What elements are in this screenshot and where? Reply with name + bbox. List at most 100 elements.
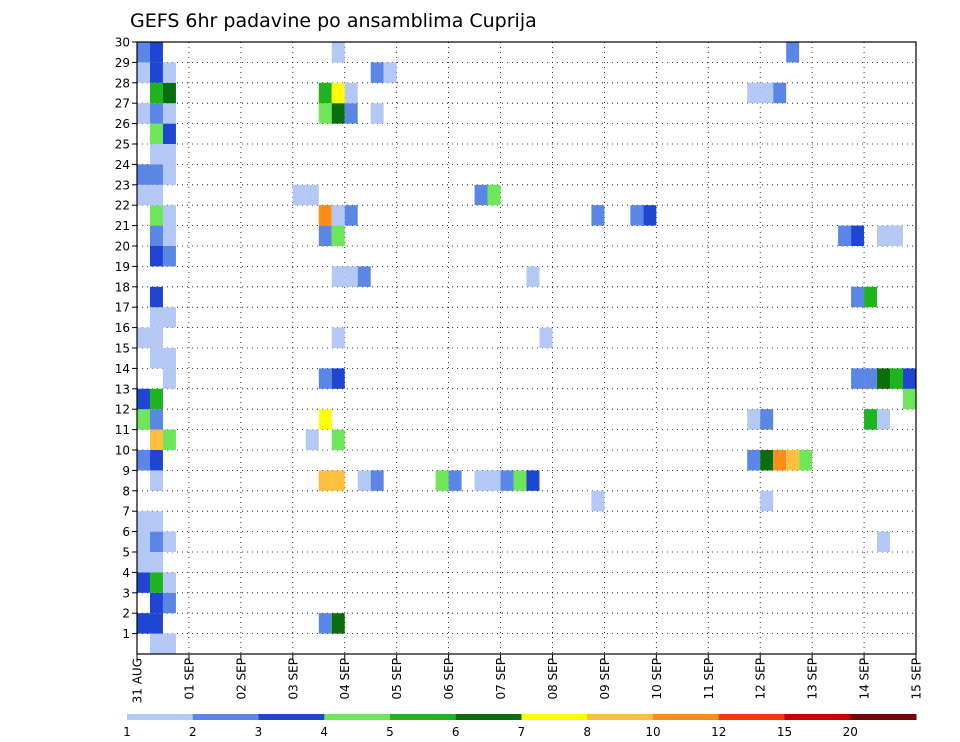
y-tick-label: 8 <box>122 484 130 498</box>
precip-cell <box>137 327 150 348</box>
precip-cell <box>331 103 345 124</box>
precip-cell <box>149 103 163 124</box>
precip-cell <box>149 429 163 450</box>
precip-cell <box>370 470 384 491</box>
colorbar-label: 12 <box>711 725 726 739</box>
y-tick-label: 25 <box>115 138 130 152</box>
precip-cell <box>851 286 865 308</box>
precip-cell <box>890 368 904 389</box>
colorbar-segment <box>455 714 522 720</box>
precip-cell <box>526 470 540 491</box>
colorbar-segment <box>390 714 457 720</box>
colorbar-segment <box>587 714 654 720</box>
precip-cell <box>877 531 891 552</box>
precip-cell <box>487 184 501 206</box>
precip-cell <box>149 246 163 267</box>
precip-cell <box>162 246 176 267</box>
precip-cell <box>318 368 332 389</box>
precip-cell <box>747 450 761 471</box>
x-tick-label: 07 SEP <box>494 658 508 700</box>
precip-cell <box>149 205 163 226</box>
precip-cell <box>149 450 163 471</box>
colorbar: 1 2 3 4 5 6 7 8 10 12 15 20 <box>123 714 917 739</box>
precip-cell <box>643 205 657 226</box>
colorbar-segment <box>653 714 720 720</box>
x-tick-label: 15 SEP <box>910 658 924 700</box>
precip-cell <box>877 225 891 246</box>
precip-cell <box>162 429 176 450</box>
precip-cell <box>149 225 163 246</box>
y-tick-label: 30 <box>115 36 130 50</box>
colorbar-label: 7 <box>518 725 526 739</box>
x-tick-label: 02 SEP <box>234 658 248 700</box>
precip-cell <box>149 633 163 654</box>
precip-cell <box>591 205 605 226</box>
plot-frame <box>136 41 917 655</box>
precip-cell <box>864 286 878 308</box>
precip-cell <box>500 470 514 491</box>
precip-cell <box>137 42 150 63</box>
precip-cell <box>149 164 163 185</box>
colorbar-label: 20 <box>843 725 858 739</box>
precip-cell <box>137 511 150 532</box>
precip-cell <box>162 225 176 246</box>
y-tick-label: 21 <box>115 219 130 233</box>
precip-cell <box>448 470 462 491</box>
precip-cell <box>773 450 787 471</box>
precip-cell <box>344 82 358 104</box>
y-tick-label: 19 <box>115 260 130 274</box>
precip-cell <box>331 266 345 287</box>
precip-cell <box>357 470 371 491</box>
colorbar-label: 10 <box>645 725 660 739</box>
colorbar-label: 1 <box>123 725 131 739</box>
precip-cell <box>760 450 774 471</box>
x-tick-label: 31 AUG <box>131 658 145 703</box>
precip-cell <box>799 450 813 471</box>
y-tick-label: 29 <box>115 56 130 70</box>
precip-cell <box>162 531 176 552</box>
y-tick-label: 28 <box>115 76 130 90</box>
x-axis: 31 AUG 01 SEP 02 SEP 03 SEP 04 SEP 05 SEP 06 S… <box>131 654 924 703</box>
precip-cell <box>162 572 176 593</box>
precip-cell <box>149 62 163 83</box>
precip-cell <box>137 531 150 552</box>
y-tick-label: 2 <box>122 607 130 621</box>
y-tick-label: 3 <box>122 586 130 600</box>
y-tick-label: 23 <box>115 178 130 192</box>
precip-cell <box>149 42 163 63</box>
precip-cell <box>474 470 488 491</box>
y-tick-label: 12 <box>115 403 130 417</box>
precip-cell <box>149 144 163 165</box>
precip-cell <box>331 82 345 104</box>
precip-cell <box>786 450 800 471</box>
grid-lines <box>137 41 916 654</box>
y-tick-label: 4 <box>122 566 130 580</box>
colorbar-label: 4 <box>320 725 328 739</box>
precip-cell <box>760 82 774 104</box>
precip-cell <box>162 144 176 165</box>
precip-cell <box>526 266 540 287</box>
x-tick-label: 13 SEP <box>806 658 820 700</box>
colorbar-label: 8 <box>583 725 591 739</box>
precip-cell <box>539 327 553 348</box>
y-tick-label: 16 <box>115 321 130 335</box>
precip-cell <box>137 388 150 410</box>
x-tick-label: 10 SEP <box>650 658 664 700</box>
precip-cell <box>137 613 150 634</box>
x-tick-label: 01 SEP <box>182 658 196 700</box>
precip-cell <box>149 82 163 104</box>
precip-cell <box>786 42 800 63</box>
y-tick-label: 13 <box>115 382 130 396</box>
y-tick-label: 14 <box>115 362 130 376</box>
colorbar-label: 3 <box>255 725 263 739</box>
chart-title: GEFS 6hr padavine po ansamblima Cuprija <box>130 10 537 32</box>
precip-cell <box>760 409 774 430</box>
precip-cell <box>357 266 371 287</box>
precip-cell <box>162 348 176 369</box>
precip-cell <box>344 103 358 124</box>
precip-cell <box>318 470 332 491</box>
precip-cell <box>318 409 332 430</box>
precip-cell <box>344 205 358 226</box>
precip-cell <box>162 82 176 104</box>
x-tick-label: 09 SEP <box>598 658 612 700</box>
